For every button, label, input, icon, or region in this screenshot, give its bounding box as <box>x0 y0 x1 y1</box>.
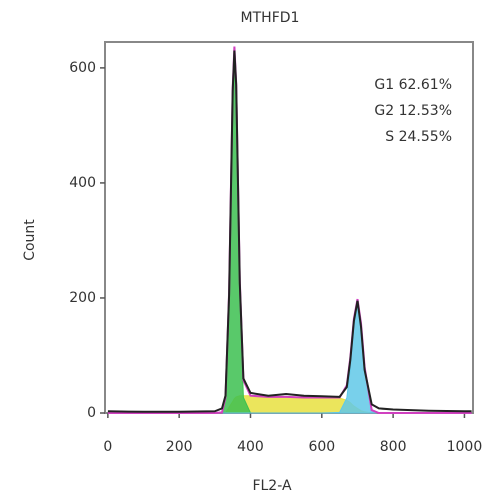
x-tick-label: 200 <box>166 439 193 455</box>
y-tick-label: 600 <box>69 60 96 76</box>
histogram-line <box>107 50 472 413</box>
y-tick-label: 400 <box>69 175 96 191</box>
annotation: G2 12.53% <box>374 103 452 119</box>
x-tick-label: 600 <box>308 439 335 455</box>
y-tick-label: 0 <box>87 405 96 421</box>
y-tick-label: 200 <box>69 290 96 306</box>
plot-frame <box>104 41 474 414</box>
y-axis-label: Count <box>22 219 38 261</box>
annotation: S 24.55% <box>385 129 452 145</box>
annotation: G1 62.61% <box>374 77 452 93</box>
chart-title: MTHFD1 <box>241 10 300 26</box>
x-tick-label: 800 <box>380 439 407 455</box>
x-tick-label: 0 <box>103 439 112 455</box>
x-tick-label: 1000 <box>447 439 483 455</box>
x-tick-label: 400 <box>237 439 264 455</box>
histogram-line <box>107 46 472 414</box>
x-axis-label: FL2-A <box>252 478 292 494</box>
